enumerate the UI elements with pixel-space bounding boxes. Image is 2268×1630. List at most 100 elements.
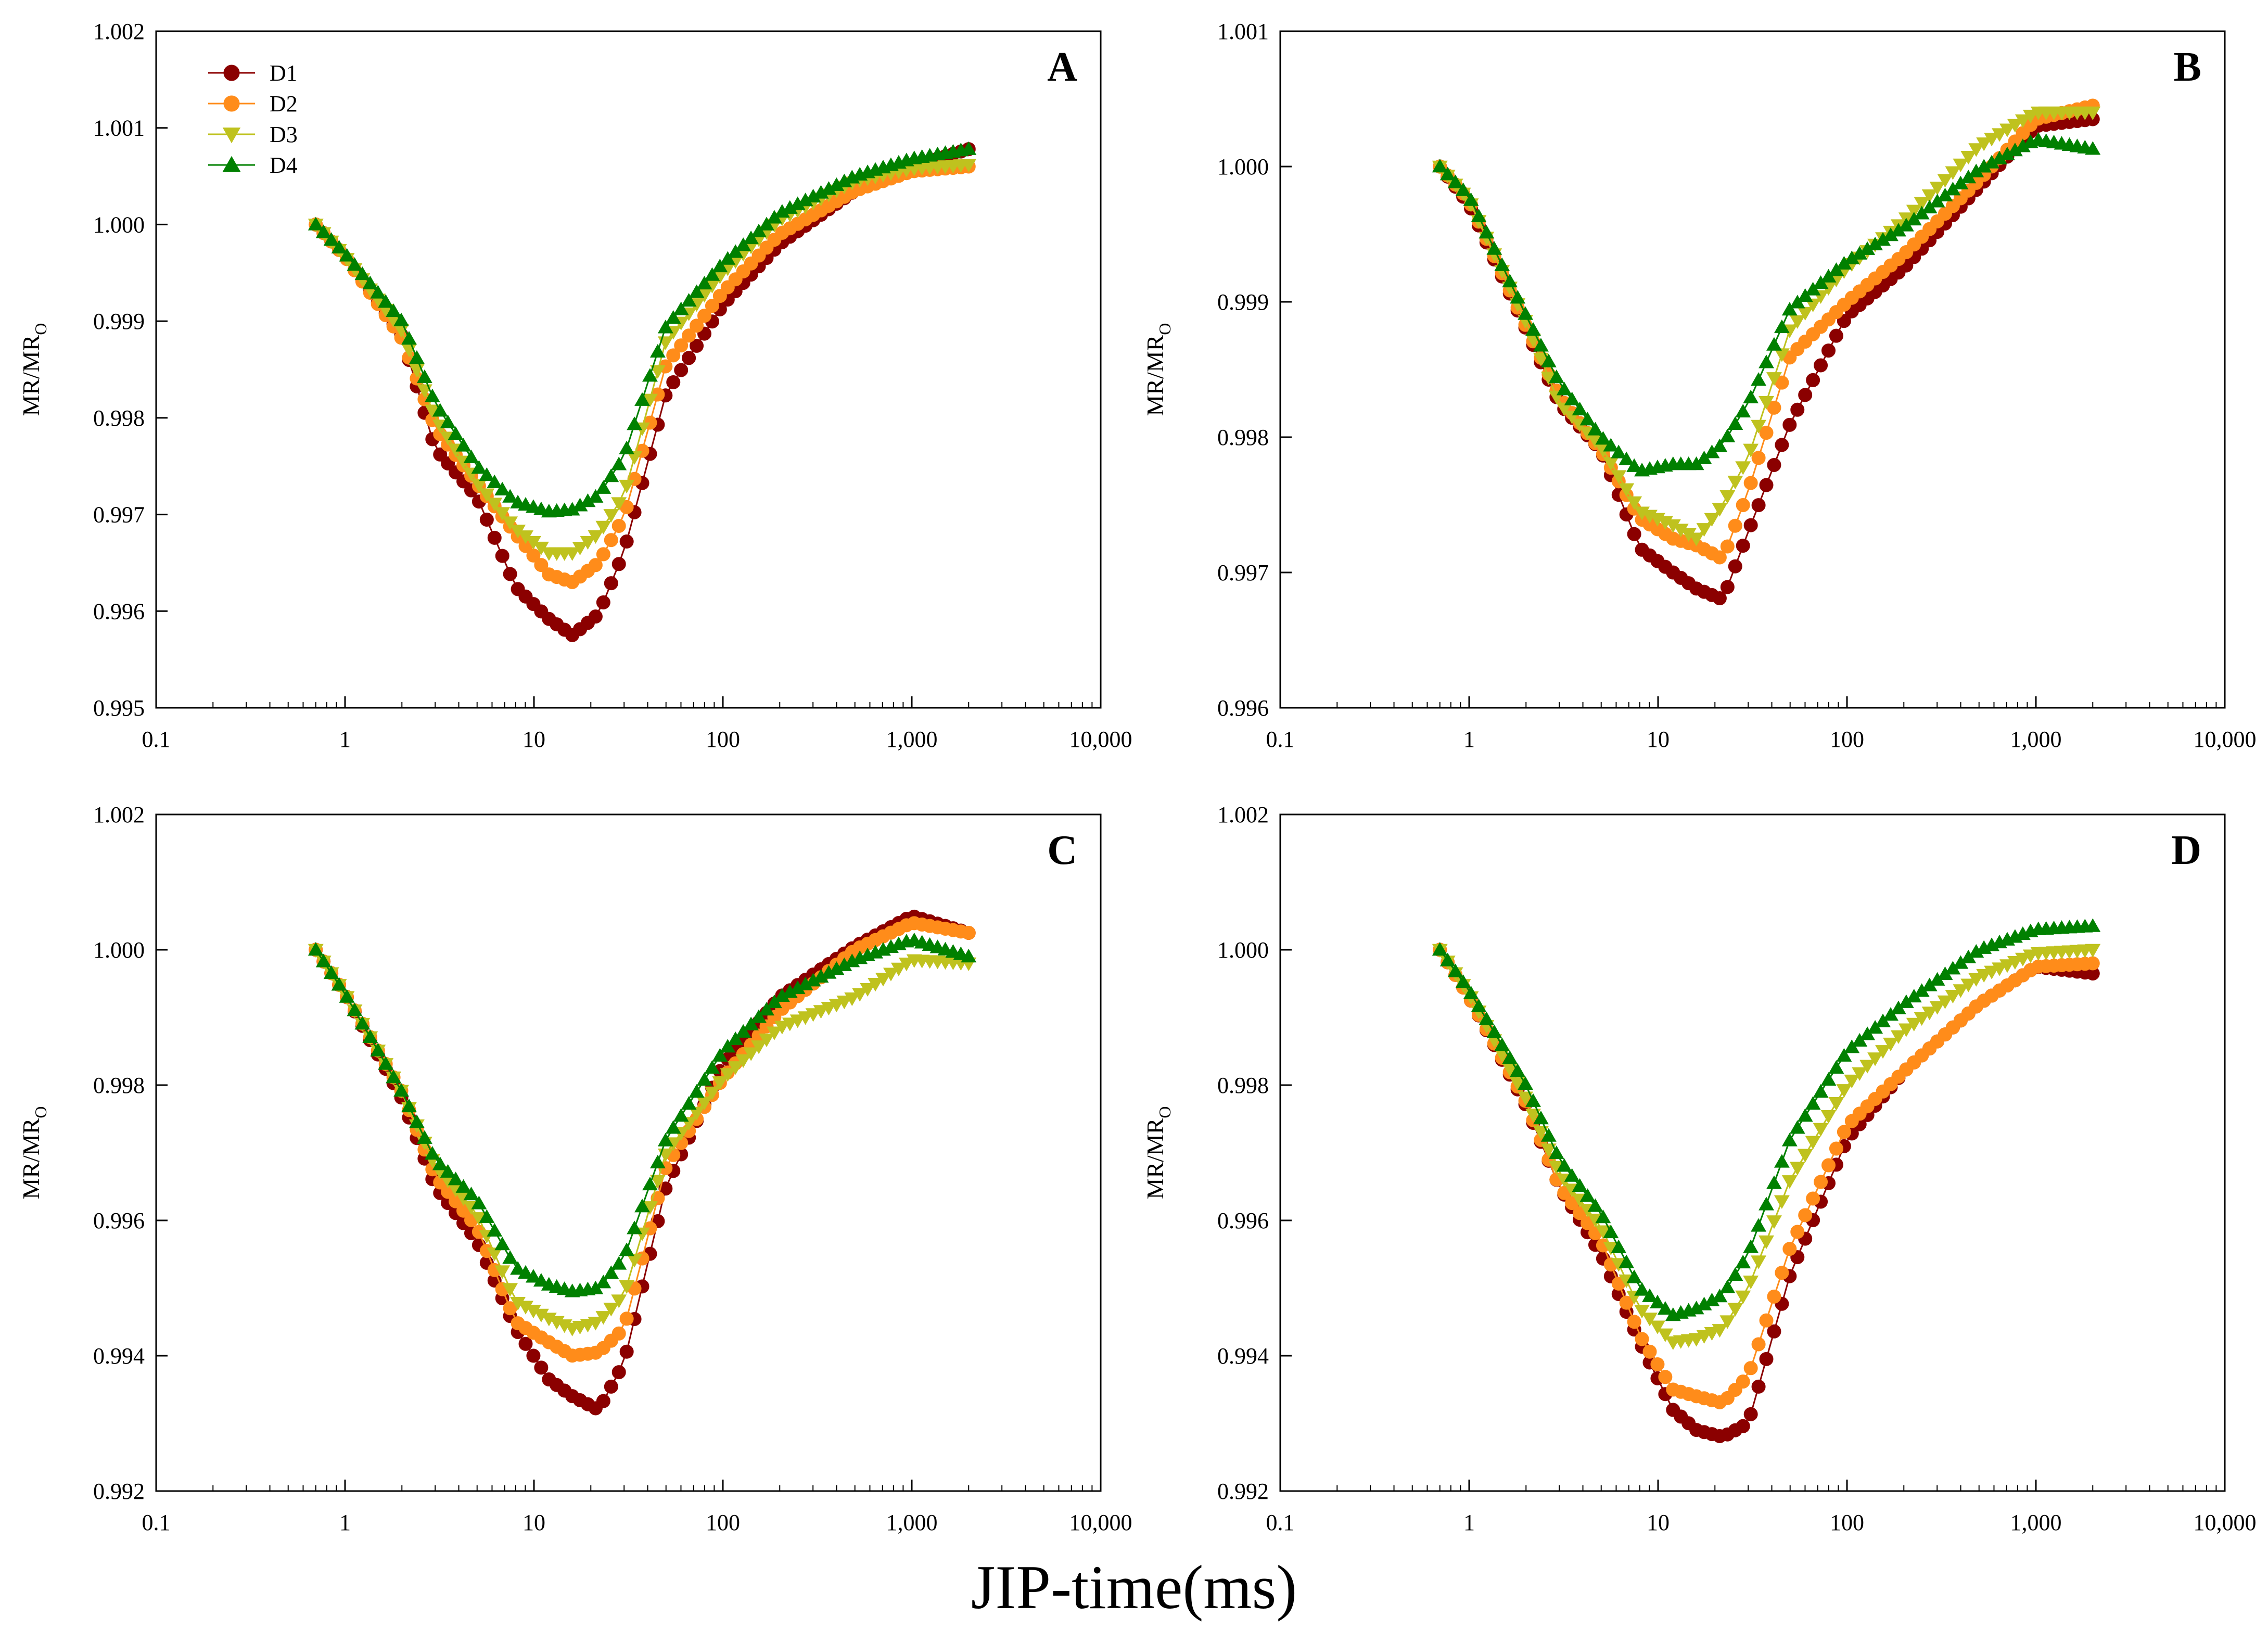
data-point-D4 — [463, 1187, 479, 1201]
data-point-D3 — [883, 967, 899, 982]
data-point-D4 — [2085, 918, 2101, 932]
data-point-D4 — [1603, 438, 1619, 452]
x-tick-label: 1 — [1463, 1510, 1475, 1535]
data-point-D4 — [728, 1031, 744, 1046]
data-point-D4 — [331, 239, 347, 254]
x-tick-label: 100 — [1830, 1510, 1864, 1535]
data-point-D4 — [510, 1261, 526, 1275]
data-point-D2 — [1829, 1141, 1843, 1156]
data-point-D4 — [1494, 1037, 1510, 1051]
data-point-D3 — [961, 159, 977, 173]
data-point-D3 — [1945, 166, 1961, 180]
data-point-D4 — [1945, 961, 1961, 975]
data-point-D1 — [1775, 438, 1789, 452]
data-point-D4 — [1890, 223, 1906, 237]
data-point-D4 — [1828, 262, 1844, 276]
data-point-D1 — [1814, 358, 1828, 373]
data-point-D1 — [588, 609, 603, 624]
data-point-D3 — [1665, 519, 1681, 533]
data-point-D3 — [572, 541, 588, 556]
data-point-D4 — [1751, 1218, 1767, 1232]
data-point-D4 — [463, 449, 479, 464]
data-point-D3 — [1921, 189, 1938, 203]
data-point-D3 — [1937, 995, 1953, 1009]
data-point-D4 — [424, 388, 440, 402]
data-point-D2 — [1759, 426, 1774, 440]
data-point-D4 — [487, 474, 503, 489]
y-tick-label: 0.998 — [1217, 1073, 1269, 1098]
data-point-D3 — [2085, 106, 2101, 120]
data-point-D4 — [1471, 998, 1487, 1012]
data-point-D3 — [424, 404, 440, 418]
series-D4 — [308, 932, 977, 1297]
data-point-D4 — [1867, 1020, 1883, 1034]
data-point-D4 — [401, 1098, 417, 1113]
data-point-D1 — [503, 567, 517, 581]
data-point-D3 — [1735, 461, 1751, 475]
data-point-D1 — [611, 1365, 626, 1380]
data-point-D3 — [386, 314, 402, 328]
data-point-D2 — [1837, 1125, 1851, 1139]
y-tick-label: 0.998 — [93, 1073, 145, 1098]
data-point-D4 — [657, 1132, 673, 1147]
data-point-D4 — [564, 502, 580, 516]
data-point-D3 — [487, 1247, 503, 1262]
data-point-D3 — [1735, 1290, 1751, 1304]
data-point-D3 — [1898, 1023, 1914, 1037]
data-point-D4 — [1766, 1175, 1782, 1189]
data-point-D4 — [323, 232, 339, 246]
data-point-D4 — [1704, 444, 1720, 459]
data-point-D3 — [1852, 1067, 1868, 1081]
data-point-D3 — [1759, 396, 1774, 410]
data-point-D1 — [518, 1336, 533, 1351]
data-point-D3 — [1518, 1091, 1534, 1105]
data-point-D4 — [1766, 337, 1782, 351]
data-point-D4 — [774, 203, 790, 218]
x-tick-label: 10 — [523, 1510, 545, 1535]
data-point-D3 — [1704, 513, 1720, 527]
data-point-D2 — [1814, 1175, 1828, 1189]
data-point-D4 — [821, 965, 837, 979]
data-point-D4 — [315, 224, 332, 238]
data-point-D4 — [393, 1083, 410, 1097]
data-point-D4 — [432, 403, 448, 417]
data-point-D4 — [347, 257, 363, 271]
x-tick-label: 1 — [1463, 727, 1475, 752]
data-point-D4 — [378, 294, 394, 308]
data-point-D4 — [455, 1179, 472, 1193]
data-point-D3 — [759, 1033, 774, 1048]
data-point-D4 — [782, 200, 798, 214]
data-point-D4 — [743, 230, 759, 245]
data-point-D3 — [1556, 402, 1572, 416]
data-point-D1 — [1798, 388, 1813, 402]
data-point-D4 — [440, 1164, 456, 1178]
x-tick-label: 1 — [339, 727, 351, 752]
data-point-D4 — [704, 267, 720, 281]
data-point-D3 — [1595, 1225, 1611, 1239]
y-tick-label: 0.992 — [93, 1479, 145, 1504]
x-tick-label: 1 — [339, 1510, 351, 1535]
data-point-D4 — [1735, 403, 1751, 418]
data-point-D3 — [735, 1054, 751, 1068]
data-point-D4 — [502, 489, 518, 503]
data-point-D1 — [495, 549, 509, 563]
data-point-D4 — [1556, 381, 1572, 396]
data-point-D2 — [1736, 1374, 1750, 1389]
data-point-D3 — [510, 1296, 526, 1311]
x-tick-label: 10,000 — [2194, 727, 2257, 752]
data-point-D4 — [1595, 1209, 1611, 1224]
data-point-D3 — [844, 992, 860, 1007]
y-tick-label: 1.002 — [1217, 802, 1269, 827]
data-point-D1 — [1743, 518, 1758, 532]
y-tick-label: 0.992 — [1217, 1479, 1269, 1504]
data-point-D4 — [1914, 983, 1930, 997]
data-point-D4 — [424, 1146, 440, 1160]
legend-label-D2: D2 — [270, 91, 298, 117]
data-point-D3 — [588, 530, 604, 544]
data-point-D4 — [720, 1039, 736, 1053]
data-point-D4 — [1486, 1024, 1502, 1038]
data-point-D3 — [627, 451, 643, 465]
data-point-D4 — [836, 957, 852, 971]
data-point-D4 — [1921, 199, 1938, 213]
figure-x-axis-label: JIP-time(ms) — [971, 1552, 1297, 1622]
